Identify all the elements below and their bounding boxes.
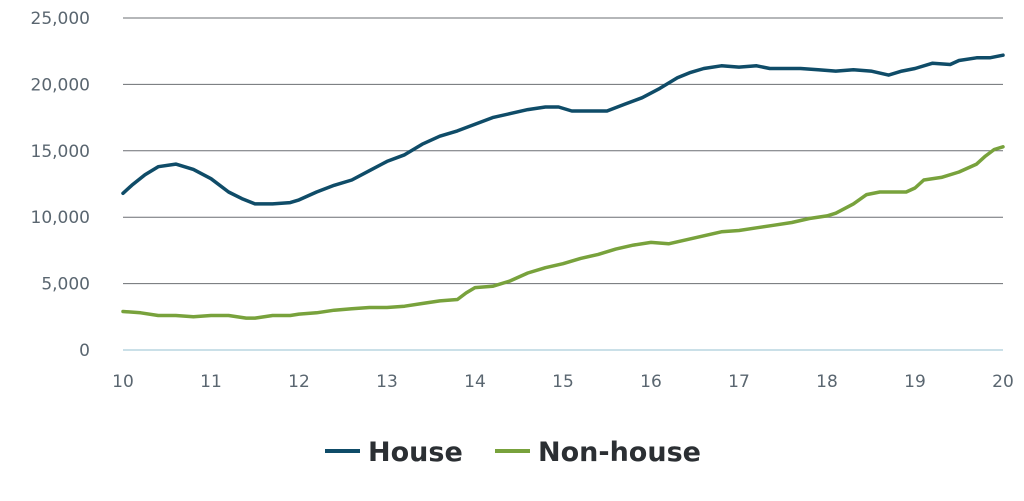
- y-tick-label: 20,000: [31, 75, 90, 95]
- x-tick-label: 11: [200, 372, 222, 392]
- x-tick-label: 14: [464, 372, 486, 392]
- y-axis-tick-labels: 0 5,000 10,000 15,000 20,000 25,000: [31, 9, 90, 361]
- legend-label: House: [368, 437, 463, 468]
- x-tick-label: 12: [288, 372, 310, 392]
- y-tick-label: 5,000: [41, 275, 90, 295]
- x-tick-label: 20: [992, 372, 1014, 392]
- x-tick-label: 19: [904, 372, 926, 392]
- series-line-non-house: [121, 145, 1005, 320]
- x-tick-label: 18: [816, 372, 838, 392]
- x-tick-label: 15: [552, 372, 574, 392]
- y-tick-label: 0: [79, 341, 90, 361]
- legend-label: Non-house: [538, 437, 701, 468]
- x-tick-label: 13: [376, 372, 398, 392]
- x-tick-label: 10: [112, 372, 134, 392]
- y-tick-label: 15,000: [31, 142, 90, 162]
- gridlines: [123, 17, 1003, 351]
- y-tick-label: 10,000: [31, 208, 90, 228]
- series-lines: [121, 53, 1005, 320]
- x-tick-label: 16: [640, 372, 662, 392]
- legend: House Non-house: [325, 437, 701, 468]
- x-axis-tick-labels: 10 11 12 13 14 15 16 17 18 19 20: [112, 372, 1014, 392]
- x-tick-label: 17: [728, 372, 750, 392]
- y-tick-label: 25,000: [31, 9, 90, 29]
- series-line-house: [121, 53, 1005, 206]
